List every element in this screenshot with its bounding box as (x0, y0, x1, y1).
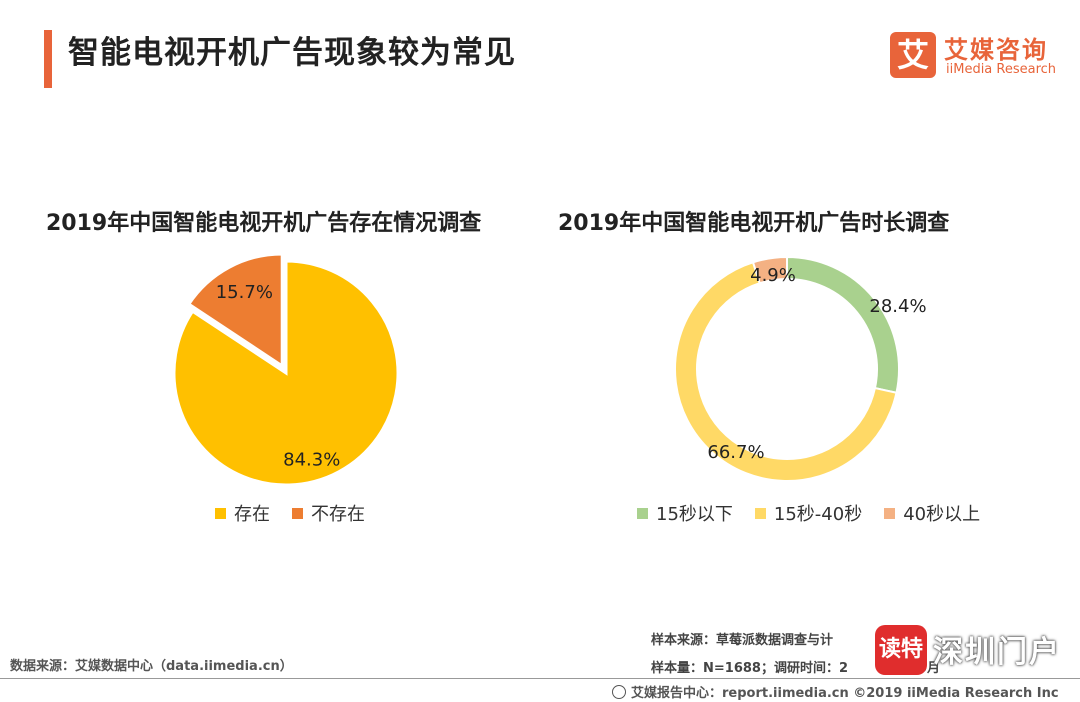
donut-label-15to40: 66.7% (707, 442, 764, 463)
logo-chinese-name: 艾媒咨询 (944, 36, 1048, 64)
pie-slice-exist (172, 259, 400, 487)
pie-chart-title: 2019年中国智能电视开机广告存在情况调查 (46, 211, 482, 236)
page-title: 智能电视开机广告现象较为常见 (68, 35, 516, 71)
watermark-badge-icon: 读特 (875, 625, 927, 675)
donut-slice-15to40 (674, 261, 898, 482)
legend-swatch-15to40 (754, 507, 766, 519)
legend-item-not-exist: 不存在 (292, 500, 365, 526)
sample-source-note: 样本来源：草莓派数据调查与计 (651, 633, 834, 648)
logo-mark-icon: 艾 (890, 32, 936, 78)
legend-label-under15: 15秒以下 (656, 504, 733, 525)
legend-swatch-exist (215, 507, 226, 519)
copyright-text: 艾媒报告中心：report.iimedia.cn ©2019 iiMedia R… (631, 686, 1059, 701)
legend-item-under15: 15秒以下 (637, 500, 733, 526)
legend-item-exist: 存在 (215, 500, 270, 526)
watermark-text: 深圳门户 (933, 635, 1061, 670)
footer-divider (0, 678, 1080, 679)
donut-slice-under15 (786, 255, 900, 394)
donut-legend: 15秒以下 15秒-40秒 40秒以上 (637, 500, 1002, 526)
legend-label-15to40: 15秒-40秒 (773, 504, 863, 525)
sample-size-text: 样本量：N=1688；调研时间：2 (651, 661, 848, 676)
legend-swatch-not-exist (292, 507, 303, 519)
donut-label-under15: 28.4% (869, 296, 926, 317)
legend-label-over40: 40秒以上 (903, 504, 981, 525)
legend-swatch-over40 (884, 507, 896, 519)
pie-legend: 存在 不存在 (215, 500, 387, 526)
donut-label-over40: 4.9% (750, 265, 796, 286)
brand-logo: 艾 艾媒咨询 iiMedia Research (890, 30, 1065, 82)
legend-item-over40: 40秒以上 (884, 500, 980, 526)
legend-swatch-under15 (637, 507, 648, 519)
data-source-note: 数据来源：艾媒数据中心（data.iimedia.cn） (10, 659, 293, 674)
logo-english-name: iiMedia Research (946, 62, 1057, 77)
watermark: 读特 深圳门户 (875, 625, 1075, 675)
legend-item-15to40: 15秒-40秒 (754, 500, 863, 526)
report-center-icon (612, 685, 626, 699)
legend-label-not-exist: 不存在 (311, 504, 365, 525)
donut-chart-title: 2019年中国智能电视开机广告时长调查 (558, 211, 950, 236)
pie-label-exist: 84.3% (283, 450, 340, 471)
legend-label-exist: 存在 (234, 504, 270, 525)
title-accent-bar (44, 30, 52, 88)
donut-slice-over40 (751, 255, 788, 285)
pie-label-not-exist: 15.7% (216, 282, 273, 303)
copyright-line: 艾媒报告中心：report.iimedia.cn ©2019 iiMedia R… (612, 682, 1059, 701)
pie-slice-not-exist (186, 252, 284, 369)
